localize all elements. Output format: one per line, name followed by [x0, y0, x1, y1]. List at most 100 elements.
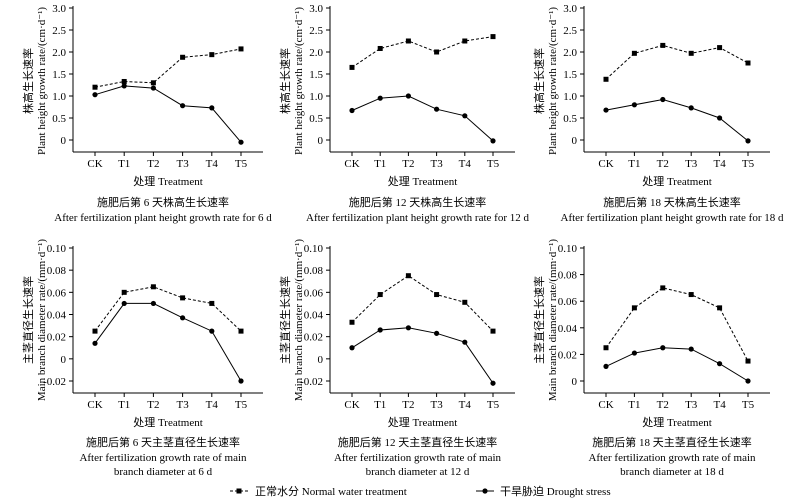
x-tick-label: T5 — [487, 399, 500, 411]
x-tick-label: T1 — [628, 399, 640, 411]
point-normal-water — [434, 292, 440, 298]
y-tick-label: 0 — [572, 376, 578, 388]
y-axis-label-en: Main branch diameter rate/(mm·d⁻¹) — [293, 239, 305, 401]
point-drought-stress — [631, 102, 638, 108]
series-drought-stress-line — [605, 98, 749, 142]
caption-zh: 施肥后第 6 天株高生长速率 — [97, 195, 229, 209]
series-drought-stress-line — [94, 302, 242, 382]
x-tick-label: CK — [344, 399, 359, 411]
x-tick-label: CK — [598, 399, 613, 411]
point-drought-stress — [121, 300, 127, 307]
x-tick-label: CK — [598, 158, 613, 170]
series-normal-water-line — [94, 48, 242, 88]
caption-en: After fertilization plant height growth … — [306, 212, 529, 224]
point-drought-stress — [405, 325, 411, 331]
y-tick-label: 0.5 — [309, 113, 323, 125]
x-tick-label: T4 — [713, 399, 726, 411]
point-drought-stress — [405, 93, 411, 99]
point-drought-stress — [150, 300, 156, 307]
point-drought-stress — [462, 339, 468, 345]
point-normal-water — [180, 295, 186, 301]
point-normal-water — [490, 34, 496, 40]
caption-en: After fertilization growth rate of main — [334, 452, 502, 464]
point-drought-stress — [660, 96, 666, 103]
chart-panel-2: 3.0 2.5 2.0 1.5 1.0 0.5 0 CK T1 T2 T3 T4 T5 处理 Treatm… — [278, 3, 529, 224]
point-normal-water — [150, 284, 156, 290]
y-tick-label: 0 — [61, 354, 67, 366]
caption-zh: 施肥后第 12 天主茎直径生长速率 — [338, 435, 498, 449]
y-tick-label: -0.02 — [43, 376, 66, 388]
legend: 正常水分 Normal water treatment 干旱胁迫 Drought… — [230, 484, 611, 498]
point-drought-stress — [377, 327, 383, 333]
x-tick-label: T4 — [713, 158, 726, 170]
x-tick-label: T5 — [235, 158, 248, 170]
series-normal-water-line — [351, 36, 494, 68]
y-tick-label: 1.0 — [309, 91, 323, 103]
x-tick-label: T3 — [685, 158, 698, 170]
x-tick-label: T3 — [430, 158, 443, 170]
point-normal-water — [745, 358, 751, 364]
x-axis-label: 处理 Treatment — [133, 416, 203, 429]
y-tick-label: 0.04 — [47, 310, 67, 322]
caption-en: After fertilization plant height growth … — [561, 212, 784, 224]
y-axis-label-en: Main branch diameter rate/(mm·d⁻¹) — [36, 239, 48, 401]
y-axis-label-zh: 主茎直径生长速率 — [532, 276, 546, 364]
x-tick-label: T3 — [176, 399, 189, 411]
y-tick-label: 0.06 — [47, 287, 67, 299]
series-normal-water-line — [94, 286, 242, 332]
point-drought-stress — [745, 138, 751, 144]
point-drought-stress — [238, 139, 244, 145]
legend-normal-label: 正常水分 Normal water treatment — [255, 485, 407, 498]
x-tick-label: T2 — [657, 399, 669, 411]
point-normal-water — [660, 42, 666, 48]
point-normal-water — [434, 49, 440, 55]
point-normal-water — [238, 46, 244, 52]
y-tick-label: 0.02 — [558, 349, 577, 361]
y-axis-label-zh: 主茎直径生长速率 — [278, 276, 292, 364]
series-normal-water-line — [605, 44, 749, 80]
point-drought-stress — [92, 340, 98, 346]
x-tick-label: T3 — [176, 158, 189, 170]
point-drought-stress — [717, 361, 723, 367]
point-normal-water — [688, 292, 694, 298]
chart-panel-5: 0.10 0.08 0.06 0.04 0.02 0 -0.02 CK T1 T2 T3 T4 T5 处理… — [278, 239, 515, 478]
y-tick-label: 1.5 — [309, 69, 323, 81]
point-drought-stress — [180, 315, 186, 321]
point-normal-water — [717, 305, 723, 311]
point-drought-stress — [745, 378, 751, 384]
x-axis-label: 处理 Treatment — [388, 175, 458, 188]
point-normal-water — [688, 50, 694, 56]
point-normal-water — [349, 64, 355, 70]
x-tick-label: T2 — [402, 158, 414, 170]
point-normal-water — [717, 45, 723, 51]
point-normal-water — [405, 38, 411, 44]
y-tick-label: 0.06 — [558, 296, 578, 308]
point-drought-stress — [377, 95, 383, 101]
point-normal-water — [209, 52, 215, 58]
y-tick-label: 0.5 — [563, 113, 577, 125]
point-drought-stress — [349, 107, 355, 114]
x-tick-label: T5 — [487, 158, 500, 170]
point-normal-water — [377, 45, 383, 51]
point-drought-stress — [121, 83, 127, 89]
caption-en-line2: branch diameter at 12 d — [366, 466, 470, 478]
y-tick-label: 3.0 — [309, 3, 323, 15]
y-axis-label-en: Plant height growth rate/(cm·d⁻¹) — [547, 7, 559, 155]
y-tick-label: 0 — [318, 135, 324, 147]
x-axis-label: 处理 Treatment — [642, 175, 712, 188]
caption-en-line2: branch diameter at 6 d — [114, 466, 213, 478]
x-tick-label: T1 — [374, 158, 386, 170]
series-drought-stress-line — [605, 347, 749, 382]
y-tick-label: 0 — [61, 135, 67, 147]
point-normal-water — [349, 319, 355, 325]
y-tick-label: 0 — [318, 354, 324, 366]
point-drought-stress — [490, 380, 496, 386]
x-tick-label: T2 — [657, 158, 669, 170]
y-axis-label-en: Plant height growth rate/(cm·d⁻¹) — [293, 7, 305, 155]
y-axis-label-zh: 主茎直径生长速率 — [21, 276, 35, 364]
point-normal-water — [150, 80, 156, 86]
point-drought-stress — [150, 85, 156, 91]
y-tick-label: 0.08 — [304, 265, 324, 277]
y-axis-label-en: Plant height growth rate/(cm·d⁻¹) — [36, 7, 48, 155]
y-tick-label: 0.10 — [304, 243, 324, 255]
